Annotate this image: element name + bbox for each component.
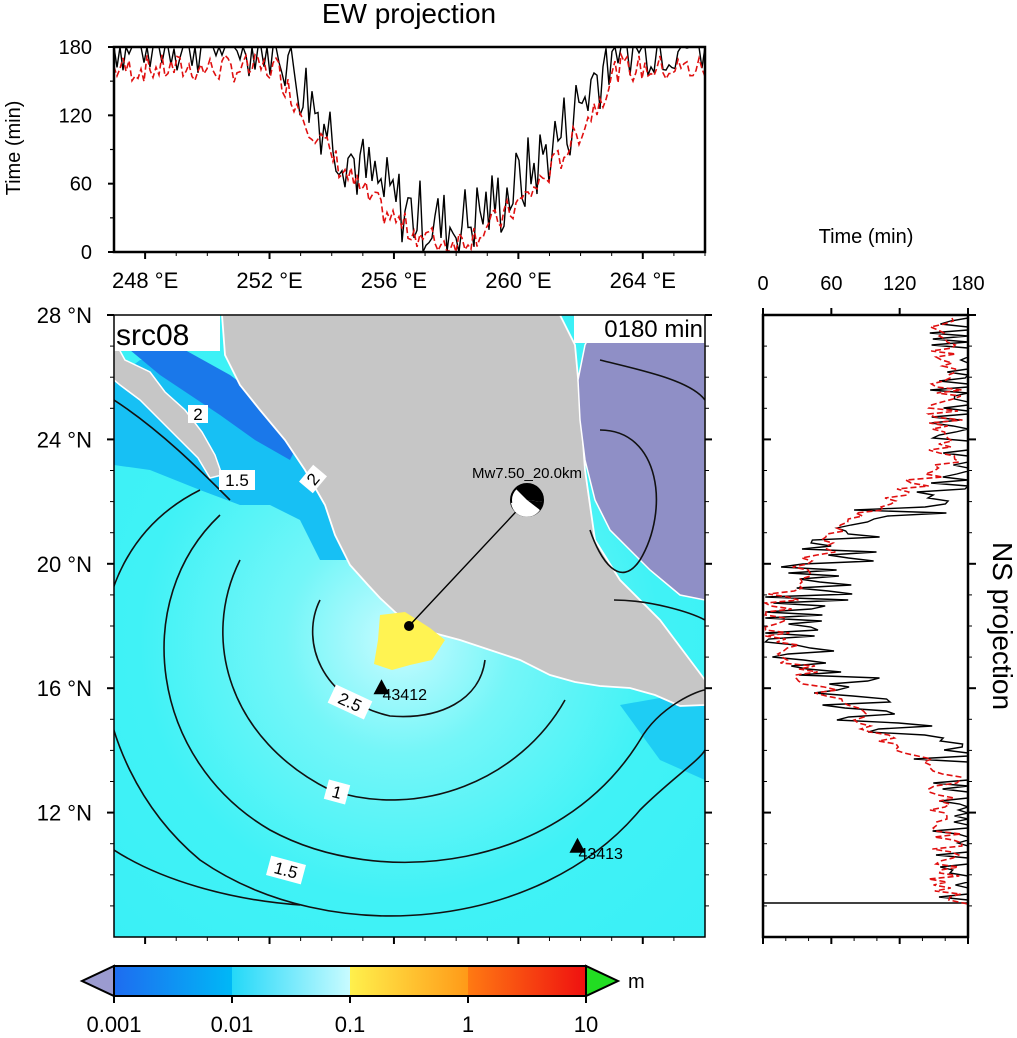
ns-x-tick-label: 0 <box>757 273 768 295</box>
colorbar-tick-label: 10 <box>574 1012 598 1037</box>
gulf-of-mexico <box>577 315 705 601</box>
colorbar-tick-label: 0.001 <box>86 1012 141 1037</box>
contour-lines <box>114 359 705 917</box>
ew-projection-panel: EW projection Time (min) 0 60 120 180 248 °… <box>3 0 707 293</box>
map-frame <box>113 314 706 938</box>
map-panel: 1.5 2 2 2.5 1 1.5 Mw7.50_20.0km <box>37 303 712 944</box>
colorbar-tick-label: 1 <box>462 1012 474 1037</box>
event-label: Mw7.50_20.0km <box>472 465 582 482</box>
contour-label: 1.5 <box>225 471 249 490</box>
colorbar-unit: m <box>628 971 645 993</box>
ns-simulated-line <box>763 317 968 905</box>
ns-y-ticks <box>763 314 976 907</box>
station-triangle-icon <box>569 837 586 853</box>
time-label-box <box>574 315 705 343</box>
source-label-box <box>114 315 220 351</box>
map-lat-tick-label: 12 °N <box>37 801 92 826</box>
ew-x-tick-label: 256 °E <box>361 268 427 293</box>
ew-x-ticks: 248 °E 252 °E 256 °E 260 °E 264 °E <box>112 252 706 293</box>
map-lat-tick-label: 24 °N <box>37 427 92 452</box>
station-triangle-icon <box>373 679 390 695</box>
contour-label-group: 1.5 2 2 2.5 1 1.5 <box>188 405 373 885</box>
ew-simulated-line <box>114 51 705 252</box>
source-zone <box>374 612 445 670</box>
station-group: 43412 43413 <box>373 679 623 863</box>
map-lon-ticks <box>144 937 675 944</box>
ns-x-axis-label: Time (min) <box>819 226 914 248</box>
station-label: 43413 <box>578 846 623 863</box>
south-shelf <box>620 690 705 780</box>
ew-y-tick-label: 0 <box>81 242 92 264</box>
gulf-shelf <box>130 350 300 460</box>
epicenter-marker <box>404 621 414 631</box>
ew-x-tick-label: 248 °E <box>112 268 178 293</box>
ew-y-tick-label: 60 <box>70 174 92 196</box>
ew-y-ticks: 0 60 120 180 <box>59 37 114 264</box>
map-lat-tick-label: 20 °N <box>37 552 92 577</box>
ew-y-tick-label: 120 <box>59 105 92 127</box>
colorbar: 0.001 0.01 0.1 1 10 m <box>79 964 645 1037</box>
colorbar-tick-label: 0.01 <box>211 1012 254 1037</box>
colorbar-tick-label: 0.1 <box>335 1012 366 1037</box>
ns-x-tick-label: 120 <box>883 273 916 295</box>
ns-x-tick-label: 60 <box>820 273 842 295</box>
map-lat-ticks: 28 °N 24 °N 20 °N 16 °N 12 °N <box>37 303 712 907</box>
epicenter-leader-line <box>408 499 528 627</box>
ew-panel-title: EW projection <box>322 0 496 29</box>
ns-panel-title: NS projection <box>987 542 1017 710</box>
ns-panel-frame <box>761 313 970 939</box>
ew-x-tick-label: 264 °E <box>610 268 676 293</box>
baja-peninsula <box>114 339 223 479</box>
ew-panel-frame <box>112 45 707 254</box>
time-label: 0180 min <box>604 316 703 343</box>
ew-x-tick-label: 260 °E <box>485 268 551 293</box>
colorbar-ticks: 0.001 0.01 0.1 1 10 <box>86 996 598 1037</box>
colorbar-bar <box>113 965 587 997</box>
contour-label: 2 <box>193 405 202 424</box>
ew-y-tick-label: 180 <box>59 37 92 59</box>
ns-projection-panel: Time (min) 0 60 120 180 NS projection <box>757 226 1017 944</box>
ew-y-axis-label: Time (min) <box>3 101 25 196</box>
ns-x-ticks: 0 60 120 180 <box>757 273 985 944</box>
map-lat-tick-label: 16 °N <box>37 676 92 701</box>
ew-x-tick-label: 252 °E <box>236 268 302 293</box>
ew-observed-line <box>114 47 705 252</box>
map-lat-tick-label: 28 °N <box>37 303 92 328</box>
colorbar-under-triangle <box>79 964 115 998</box>
station-label: 43412 <box>383 687 428 704</box>
focal-mechanism-beachball <box>510 483 544 517</box>
source-label: src08 <box>116 319 189 352</box>
ns-observed-line <box>763 317 968 904</box>
colorbar-over-triangle <box>585 964 621 998</box>
ns-x-tick-label: 180 <box>951 273 984 295</box>
